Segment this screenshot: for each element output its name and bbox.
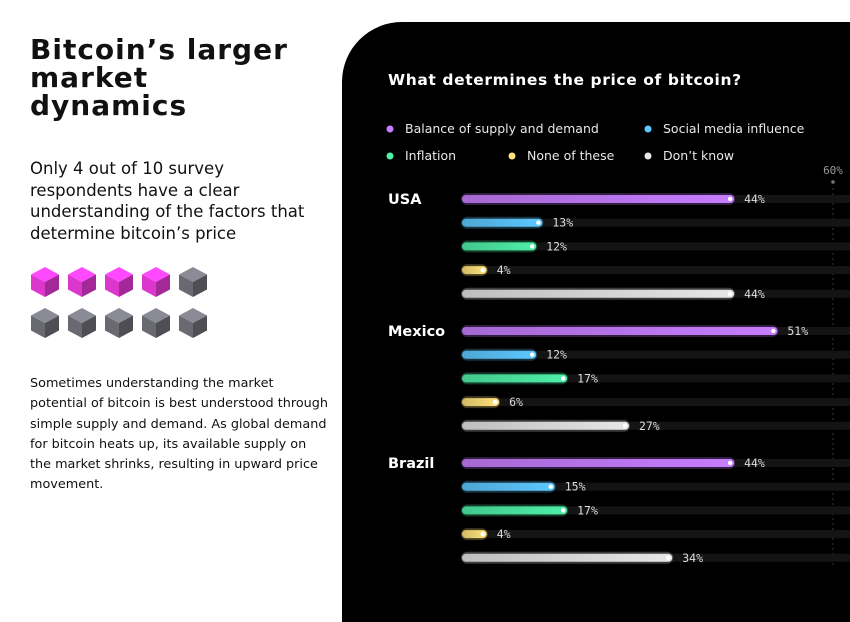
bar-value-label: 12% [546, 239, 567, 253]
bar [462, 350, 537, 359]
cube-icon-highlighted [31, 267, 59, 297]
bar [462, 327, 778, 335]
bar [462, 289, 735, 298]
bar-end-dot [727, 291, 733, 296]
legend-label: None of these [527, 148, 615, 163]
bar-value-label: 27% [639, 419, 660, 433]
country-label: USA [388, 192, 422, 208]
reference-tick-dot [831, 180, 835, 184]
bar-end-dot [727, 196, 733, 202]
bar-value-label: 44% [744, 287, 765, 301]
bar-chart: What determines the price of bitcoin? Bal… [386, 71, 850, 567]
bar-end-dot [530, 352, 535, 357]
bar-value-label: 4% [497, 263, 511, 277]
bar-track [462, 242, 850, 251]
country-label: Brazil [388, 456, 434, 472]
chart-panel: What determines the price of bitcoin? Bal… [342, 22, 850, 622]
legend-label: Social media influence [663, 121, 805, 136]
cube-icon-highlighted [68, 267, 96, 297]
bar-end-dot [622, 423, 628, 428]
legend-label: Don’t know [663, 148, 734, 163]
chart-title: What determines the price of bitcoin? [388, 71, 742, 89]
bar-value-label: 6% [509, 395, 523, 409]
bar-track [462, 266, 850, 275]
bar-end-dot [560, 376, 566, 381]
bar-end-dot [727, 460, 733, 466]
legend-marker [386, 152, 394, 160]
bar-value-label: 34% [682, 551, 703, 565]
bar-track [462, 218, 850, 227]
intro-text: Only 4 out of 10 survey respondents have… [30, 159, 305, 243]
legend-marker [508, 152, 516, 160]
bar-track [462, 530, 850, 539]
left-column: Bitcoin’s larger market dynamics Only 4 … [30, 36, 330, 244]
bar-track [462, 482, 850, 491]
bar-value-label: 17% [577, 371, 598, 385]
bar-end-dot [480, 531, 485, 537]
cube-icon-highlighted [105, 267, 133, 297]
cube-icon-grid [30, 266, 220, 341]
bar-value-label: 12% [546, 348, 567, 362]
bar-end-dot [530, 244, 535, 249]
bar-track [462, 350, 850, 359]
bar-value-label: 4% [497, 527, 511, 541]
bar-track [462, 398, 850, 407]
headline-line-2: market [30, 61, 149, 94]
cube-icon [68, 308, 96, 338]
legend-label: Balance of supply and demand [405, 121, 599, 136]
bar [462, 398, 500, 407]
headline-line-3: dynamics [30, 89, 188, 122]
body-paragraph: Sometimes understanding the market poten… [30, 376, 329, 493]
bar-value-label: 17% [577, 503, 598, 517]
bar-end-dot [536, 220, 541, 225]
cube-icon [179, 308, 207, 338]
bar-value-label: 51% [787, 324, 808, 338]
legend-marker [386, 125, 394, 133]
headline: Bitcoin’s larger market dynamics [30, 36, 330, 120]
bar-end-dot [492, 399, 498, 405]
legend-label: Inflation [405, 148, 456, 163]
bar-end-dot [548, 484, 553, 489]
bar [462, 506, 568, 515]
bar [462, 459, 735, 467]
bar [462, 218, 543, 227]
bar [462, 374, 568, 383]
bar [462, 266, 487, 275]
reference-tick-label: 60% [823, 164, 843, 177]
legend-marker [644, 152, 652, 160]
bar-end-dot [771, 328, 776, 334]
bar [462, 482, 555, 491]
bar [462, 242, 537, 251]
bar-end-dot [666, 555, 671, 560]
legend-marker [644, 125, 652, 133]
cube-icon [142, 308, 170, 338]
bar-value-label: 13% [552, 216, 573, 230]
cube-icon [31, 308, 59, 338]
bar-end-dot [480, 267, 485, 273]
bar-value-label: 15% [565, 480, 586, 494]
bar [462, 553, 673, 562]
bar-value-label: 44% [744, 456, 765, 470]
cube-icon [179, 267, 207, 297]
bar [462, 421, 629, 430]
cube-icon-highlighted [142, 267, 170, 297]
country-label: Mexico [388, 324, 445, 340]
bar [462, 195, 735, 203]
headline-line-1: Bitcoin’s larger [30, 33, 288, 66]
cube-icon [105, 308, 133, 338]
bar-value-label: 44% [744, 192, 765, 206]
bar [462, 530, 487, 539]
bar-end-dot [560, 508, 566, 513]
